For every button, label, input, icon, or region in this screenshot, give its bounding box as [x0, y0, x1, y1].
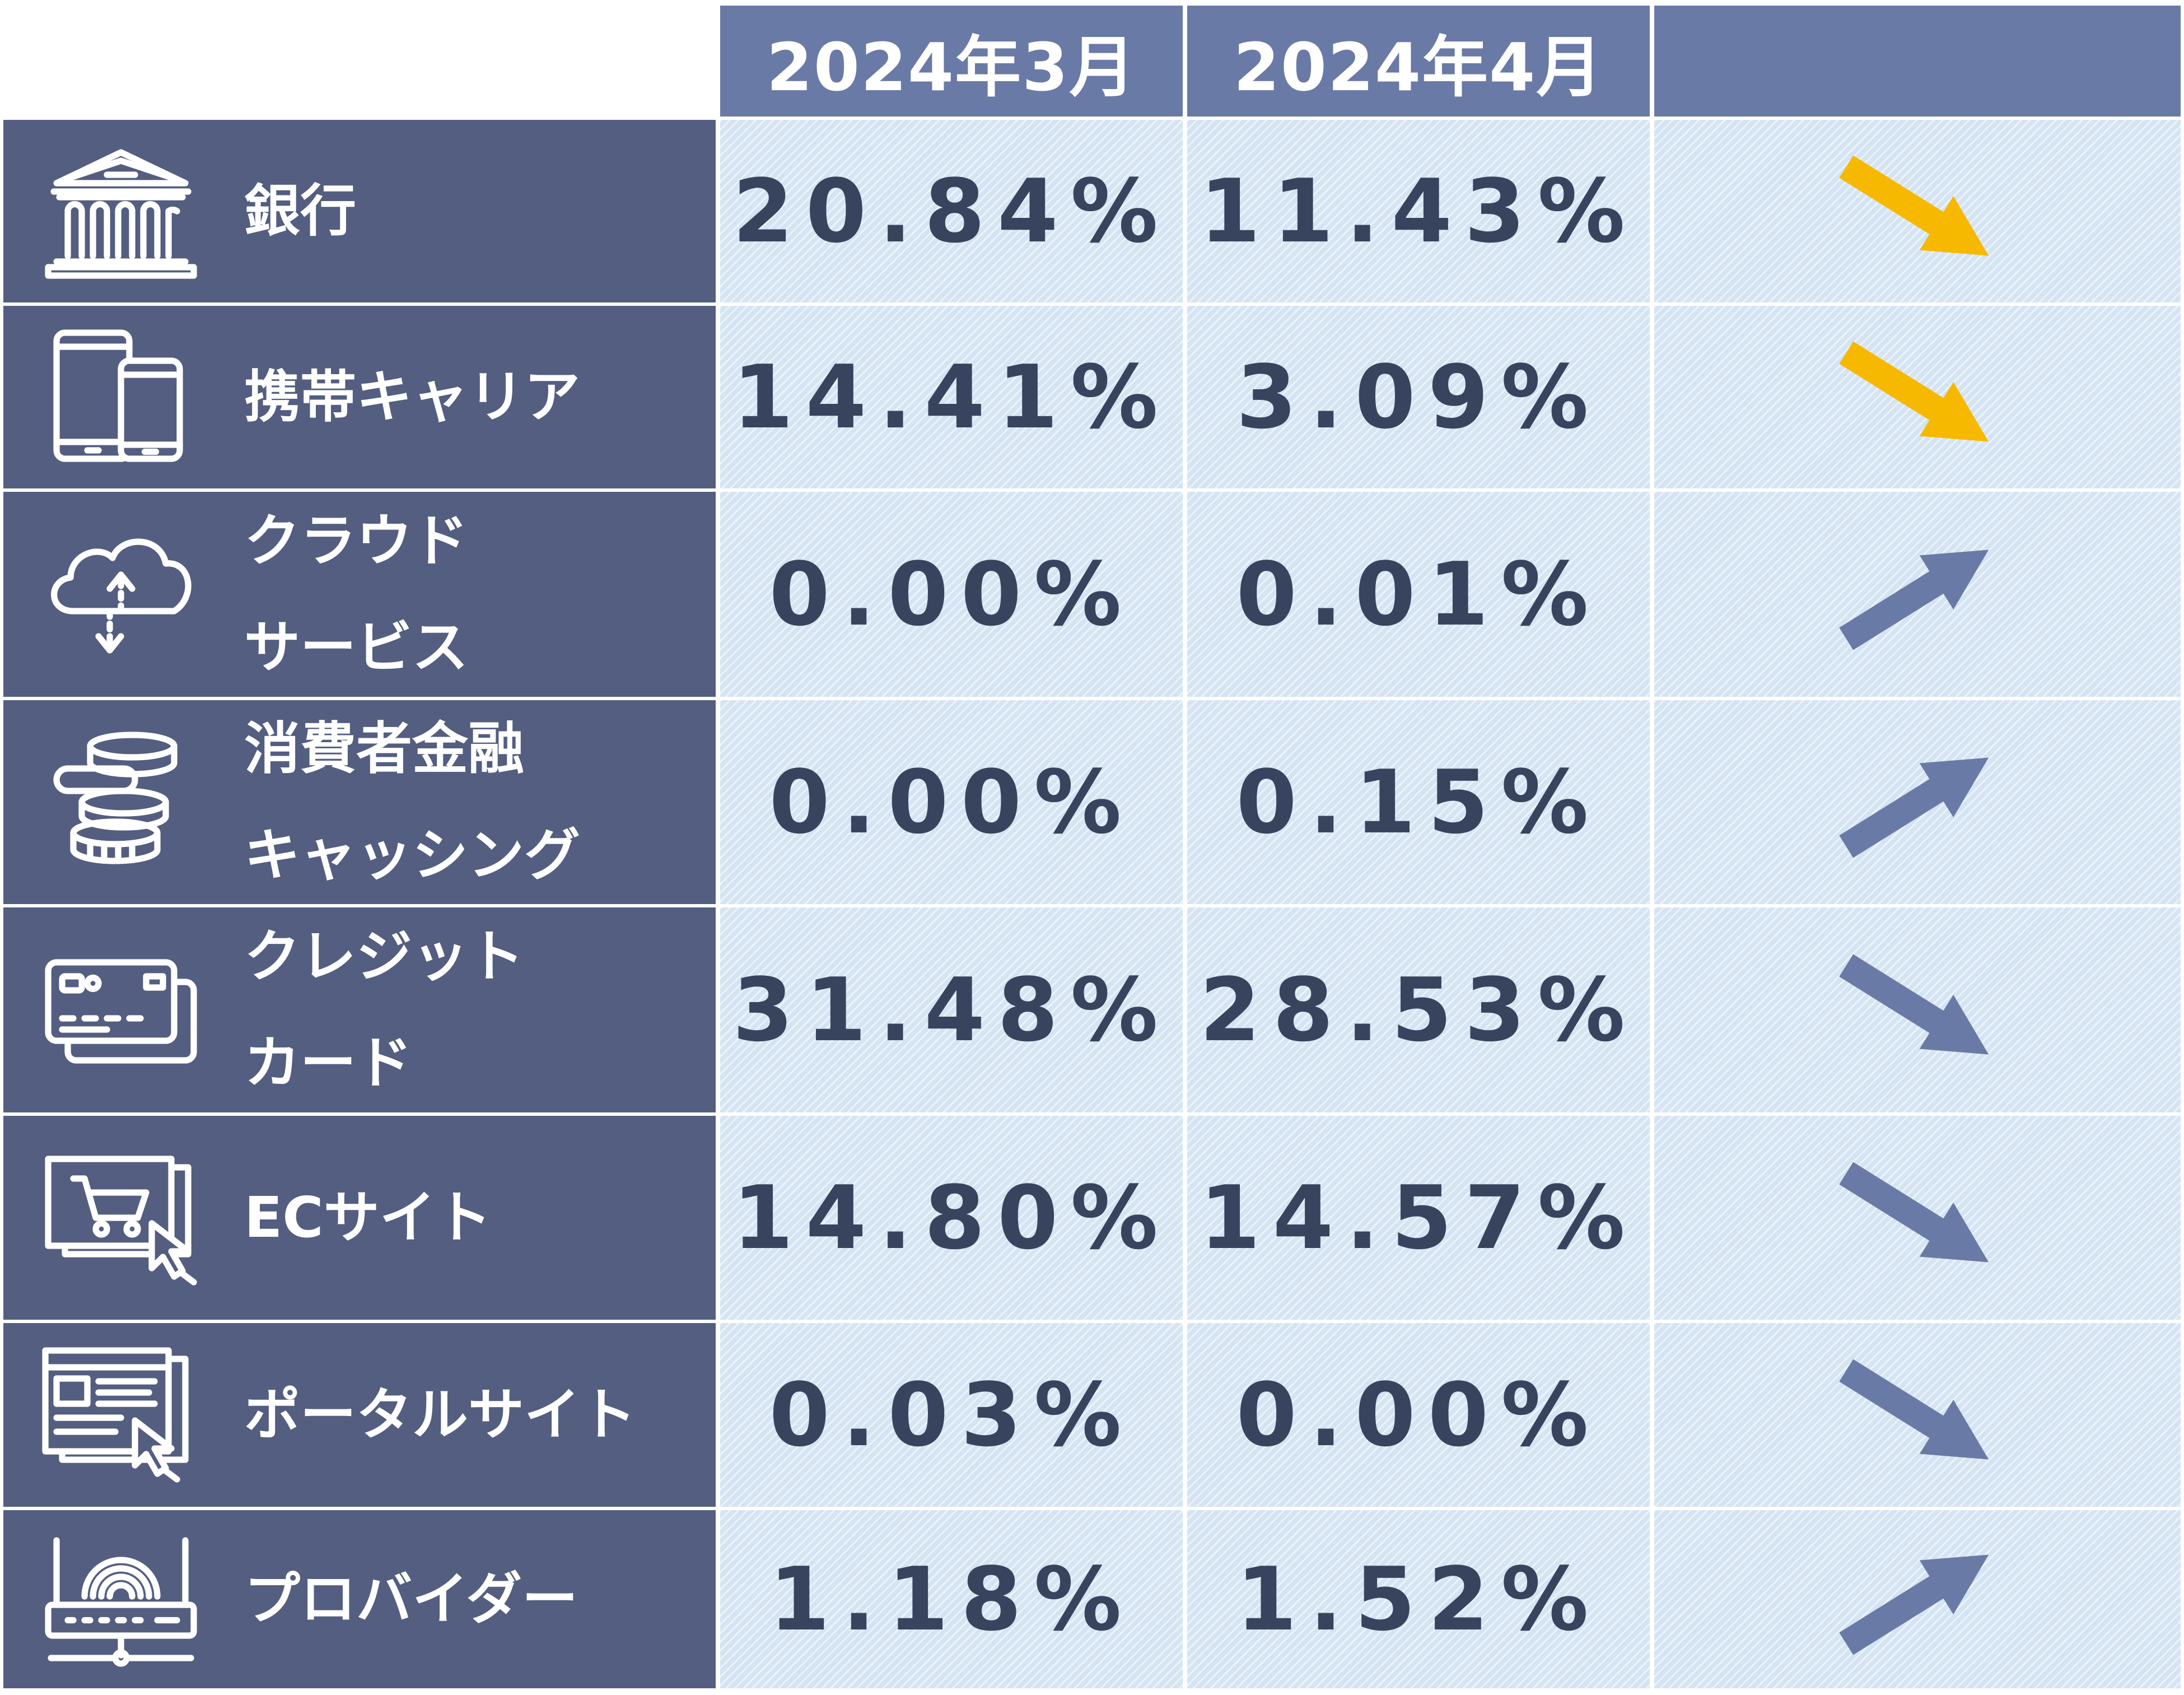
- april-value-cell: 3.09%: [1187, 306, 1650, 488]
- header-col1: 2024年3月: [720, 6, 1183, 117]
- row-label-line: 銀行: [244, 178, 356, 244]
- april-value-cell: 0.00%: [1187, 1323, 1650, 1507]
- row-label-line: カード: [244, 1030, 412, 1096]
- march-value-cell: 14.41%: [720, 306, 1183, 488]
- row-label-line: キャッシング: [244, 822, 580, 888]
- trend-down-arrow-icon: [1839, 1359, 1989, 1460]
- trend-cell: [1654, 1116, 2181, 1320]
- trend-cell: [1654, 907, 2181, 1112]
- trend-cell: [1654, 492, 2181, 697]
- row-label-cell: 携帯キャリア: [3, 306, 716, 488]
- trend-cell: [1654, 700, 2181, 904]
- trend-cell: [1654, 306, 2181, 488]
- trend-cell: [1654, 120, 2181, 302]
- april-value: 1.52%: [1236, 1548, 1601, 1650]
- march-value-cell: 14.80%: [720, 1116, 1183, 1320]
- april-value: 0.00%: [1236, 1364, 1601, 1466]
- march-value-cell: 31.48%: [720, 907, 1183, 1112]
- row-label: クラウド サービス: [244, 492, 704, 697]
- trend-up-arrow-icon: [1839, 757, 1989, 858]
- row-label-line: クラウド: [244, 508, 468, 574]
- row-label-cell: クラウド サービス: [3, 492, 716, 697]
- march-value: 0.03%: [769, 1364, 1134, 1466]
- april-value: 0.01%: [1236, 543, 1601, 645]
- april-value-cell: 11.43%: [1187, 120, 1650, 302]
- april-value-cell: 14.57%: [1187, 1116, 1650, 1320]
- april-value-cell: 28.53%: [1187, 907, 1650, 1112]
- march-value-cell: 20.84%: [720, 120, 1183, 302]
- row-label: 携帯キャリア: [244, 306, 704, 488]
- header-col2: 2024年4月: [1187, 6, 1650, 117]
- trend-down-arrow-icon: [1839, 155, 1989, 256]
- row-label-cell: 消費者金融キャッシング: [3, 700, 716, 904]
- trend-cell: [1654, 1510, 2181, 1688]
- march-value: 20.84%: [732, 160, 1170, 262]
- march-value: 1.18%: [769, 1548, 1134, 1650]
- bank-icon: [37, 138, 205, 284]
- row-label: クレジット カード: [244, 907, 704, 1112]
- trend-up-arrow-icon: [1839, 1554, 1989, 1655]
- row-label: ECサイト: [244, 1116, 704, 1320]
- row-label-line: プロバイダー: [244, 1566, 578, 1632]
- row-label-line: サービス: [244, 614, 468, 680]
- april-value: 11.43%: [1200, 160, 1637, 262]
- row-label: 銀行: [244, 120, 704, 302]
- cloud-sync-icon: [37, 521, 205, 667]
- trend-down-arrow-icon: [1839, 954, 1989, 1055]
- row-label-cell: 銀行: [3, 120, 716, 302]
- credit-card-icon: [37, 937, 205, 1083]
- row-label-line: ECサイト: [244, 1185, 492, 1250]
- mobile-devices-icon: [37, 324, 205, 470]
- trend-down-arrow-icon: [1839, 1162, 1989, 1263]
- row-label-cell: ポータルサイト: [3, 1323, 716, 1507]
- trend-down-arrow-icon: [1839, 341, 1989, 442]
- ec-shopping-icon: [37, 1145, 205, 1291]
- router-icon: [37, 1526, 205, 1672]
- row-label-line: クレジット: [244, 924, 524, 989]
- row-label-cell: ECサイト: [3, 1116, 716, 1320]
- march-value-cell: 0.00%: [720, 700, 1183, 904]
- april-value: 0.15%: [1236, 751, 1601, 853]
- row-label-line: 携帯キャリア: [244, 364, 580, 430]
- row-label-line: ポータルサイト: [244, 1382, 636, 1447]
- april-value-cell: 0.01%: [1187, 492, 1650, 697]
- row-label-line: 消費者金融: [244, 716, 524, 781]
- march-value: 14.80%: [732, 1167, 1170, 1269]
- row-label-cell: クレジット カード: [3, 907, 716, 1112]
- march-value: 0.00%: [769, 543, 1134, 645]
- april-value-cell: 0.15%: [1187, 700, 1650, 904]
- april-value: 28.53%: [1200, 959, 1637, 1061]
- april-value: 14.57%: [1200, 1167, 1637, 1269]
- coin-stack-icon: [37, 729, 205, 875]
- march-value-cell: 0.00%: [720, 492, 1183, 697]
- april-value: 3.09%: [1236, 346, 1601, 448]
- header-col3: [1654, 6, 2181, 117]
- row-label: プロバイダー: [244, 1510, 704, 1688]
- march-value-cell: 0.03%: [720, 1323, 1183, 1507]
- portal-site-icon: [37, 1342, 205, 1488]
- row-label: 消費者金融キャッシング: [244, 700, 704, 904]
- row-label: ポータルサイト: [244, 1323, 704, 1507]
- march-value: 0.00%: [769, 751, 1134, 853]
- march-value-cell: 1.18%: [720, 1510, 1183, 1688]
- march-value: 14.41%: [732, 346, 1170, 448]
- trend-cell: [1654, 1323, 2181, 1507]
- april-value-cell: 1.52%: [1187, 1510, 1650, 1688]
- row-label-cell: プロバイダー: [3, 1510, 716, 1688]
- trend-up-arrow-icon: [1839, 550, 1989, 650]
- march-value: 31.48%: [732, 959, 1170, 1061]
